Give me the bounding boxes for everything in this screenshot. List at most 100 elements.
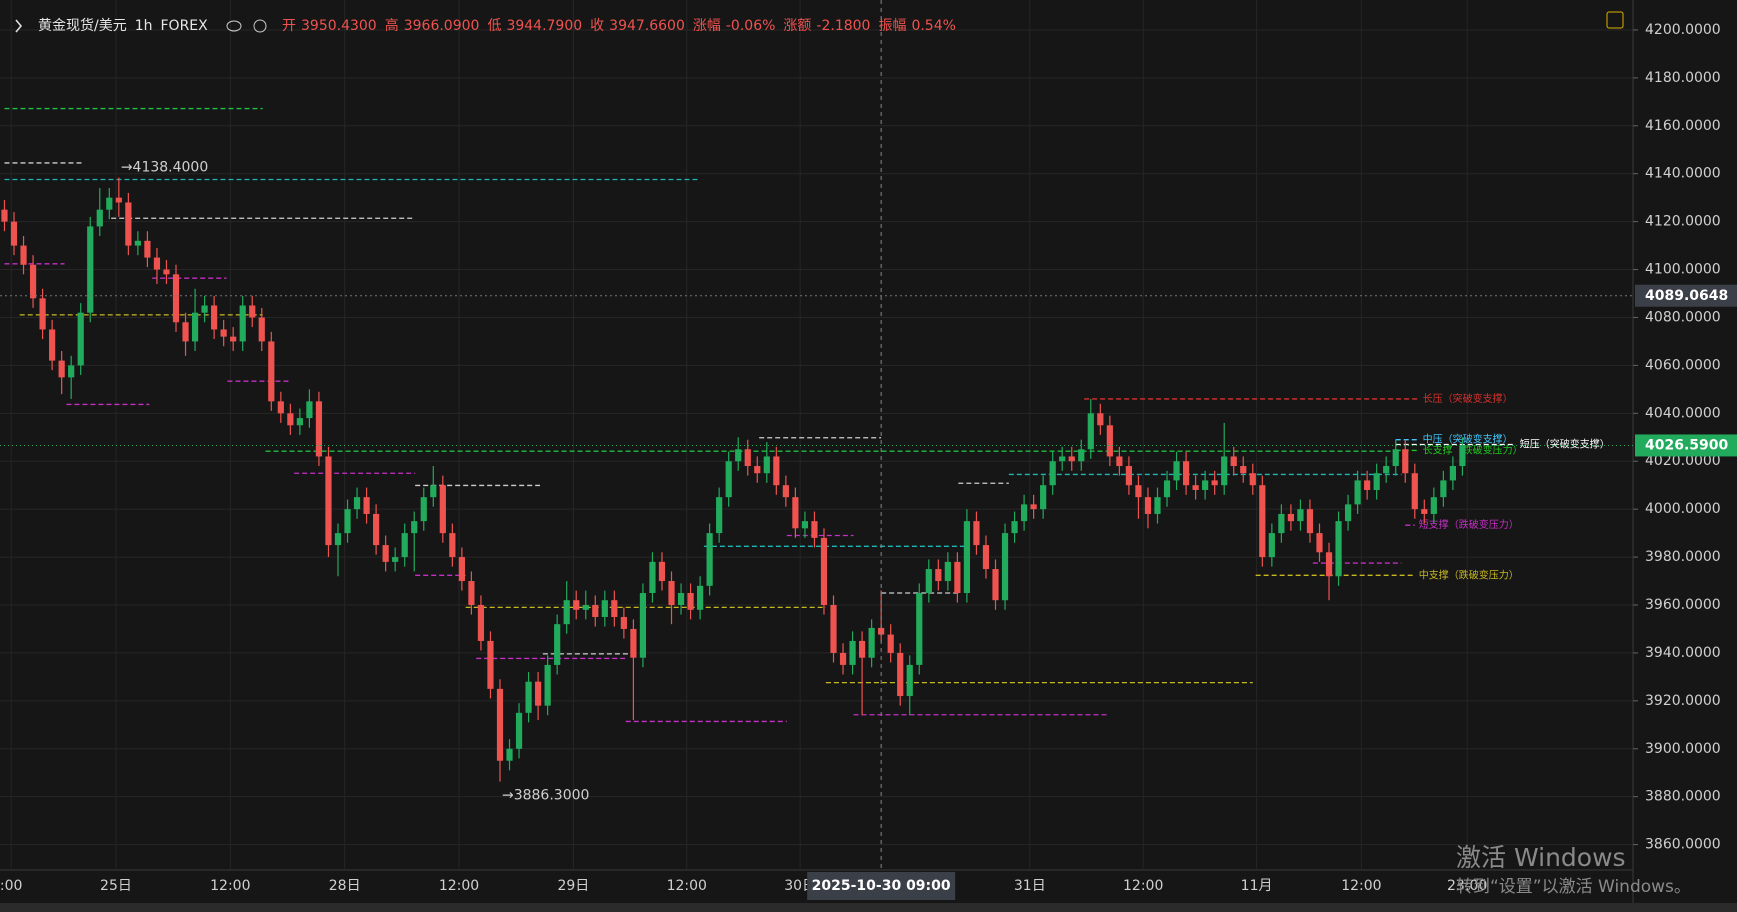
candle-body — [973, 521, 980, 546]
y-tick-label: 4100.0000 — [1645, 262, 1721, 278]
candle-body — [887, 634, 894, 653]
last-price-label: 4026.5900 — [1645, 437, 1729, 453]
candle-body — [1049, 461, 1056, 486]
candle-body — [744, 449, 751, 467]
y-tick-label: 3880.0000 — [1645, 789, 1721, 805]
candle-body — [687, 593, 694, 610]
x-tick-label: 23:00 — [1447, 878, 1487, 894]
candle-body — [582, 604, 589, 610]
candle-body — [1249, 473, 1256, 486]
candle-body — [144, 240, 151, 258]
candle-body — [373, 513, 380, 546]
candle-body — [1354, 480, 1361, 505]
candle-body — [468, 581, 475, 605]
candle-body — [449, 533, 456, 558]
y-tick-label: 3960.0000 — [1645, 597, 1721, 613]
candle-body — [458, 557, 465, 582]
candle-body — [1449, 466, 1457, 481]
candle-body — [830, 604, 837, 653]
candle-body — [296, 418, 303, 426]
candle-body — [963, 521, 971, 594]
candle-body — [515, 712, 523, 749]
level-label: 中支撑（跌破变压力） — [1419, 568, 1519, 581]
candle-body — [1297, 509, 1304, 522]
candle-body — [706, 533, 713, 586]
candle-body — [1240, 466, 1247, 474]
candle-body — [1268, 533, 1275, 558]
market: FOREX — [161, 18, 209, 34]
y-tick-label: 3980.0000 — [1645, 549, 1721, 565]
candle-body — [554, 624, 561, 665]
candle-body — [677, 593, 685, 605]
candle-body — [792, 497, 799, 529]
candle-body — [220, 329, 227, 337]
candle-body — [382, 545, 389, 562]
x-tick-label: 28日 — [329, 878, 361, 894]
settings-icon[interactable] — [253, 19, 267, 33]
scrollbar[interactable] — [0, 903, 1737, 912]
crosshair-time-label: 2025-10-30 09:00 — [812, 878, 951, 894]
candle-body — [77, 312, 84, 366]
candle-body — [811, 521, 818, 538]
candle-body — [1040, 485, 1047, 510]
y-tick-label: 4080.0000 — [1645, 309, 1721, 325]
candle-body — [925, 569, 932, 594]
candle-body — [935, 569, 942, 582]
candle-body — [1335, 521, 1342, 577]
candle-body — [1402, 449, 1409, 474]
candle-body — [992, 569, 999, 601]
candle-body — [439, 485, 446, 534]
candle-body — [68, 365, 75, 378]
ohlc-label: 振幅 — [878, 18, 906, 34]
candle-body — [858, 640, 866, 658]
ohlc-value: 3950.4300 — [301, 18, 377, 34]
y-tick-label: 3920.0000 — [1645, 693, 1721, 709]
candle-body — [115, 197, 122, 203]
candle-body — [782, 485, 789, 498]
x-tick-label: :00 — [0, 878, 22, 894]
candle-body — [1097, 413, 1104, 426]
candle-body — [277, 401, 284, 414]
ohlc-value: 3966.0900 — [404, 18, 480, 34]
candle-body — [496, 688, 504, 761]
candle-body — [230, 336, 237, 342]
candle-body — [315, 401, 323, 457]
candle-body — [630, 628, 637, 658]
candle-body — [1316, 533, 1323, 553]
candle-body — [916, 593, 923, 665]
candle-body — [1440, 480, 1447, 498]
crosshair-time-box — [807, 872, 956, 900]
candle-body — [125, 202, 132, 246]
ohlc-label: 高 — [385, 17, 399, 34]
watermark: 转到“设置”以激活 Windows。 — [1456, 877, 1691, 897]
candle-body — [306, 401, 313, 419]
crosshair-price-label: 4089.0648 — [1645, 288, 1728, 304]
level-label: 中压（突破变支撑） — [1423, 433, 1513, 446]
candle-body — [401, 533, 408, 558]
candle-body — [1, 209, 8, 222]
annotation: →4138.4000 — [121, 160, 208, 176]
candle-body — [106, 197, 113, 210]
level-label: 短支撑（跌破变压力） — [1419, 518, 1519, 531]
candle-body — [430, 485, 437, 498]
candle-body — [1344, 504, 1352, 522]
candle-body — [1135, 485, 1142, 498]
candle-body — [954, 561, 961, 594]
candle-body — [1087, 413, 1094, 450]
candle-body — [1221, 456, 1228, 486]
interval: 1h — [135, 18, 153, 34]
x-tick-label: 12:00 — [210, 878, 250, 894]
candle-body — [325, 456, 332, 546]
y-tick-label: 3900.0000 — [1645, 741, 1721, 757]
candle-body — [1421, 509, 1428, 514]
ohlc-label: 收 — [590, 18, 604, 34]
ohlc-label: 涨幅 — [693, 18, 721, 34]
x-tick-label: 12:00 — [439, 878, 479, 894]
candle-body — [1106, 425, 1113, 457]
collapse-icon[interactable] — [15, 19, 23, 33]
candle-body — [544, 664, 551, 706]
panel-icon[interactable] — [1606, 11, 1624, 29]
level-label: 长压（突破变支撑） — [1423, 392, 1513, 405]
eye-icon[interactable] — [226, 20, 242, 32]
